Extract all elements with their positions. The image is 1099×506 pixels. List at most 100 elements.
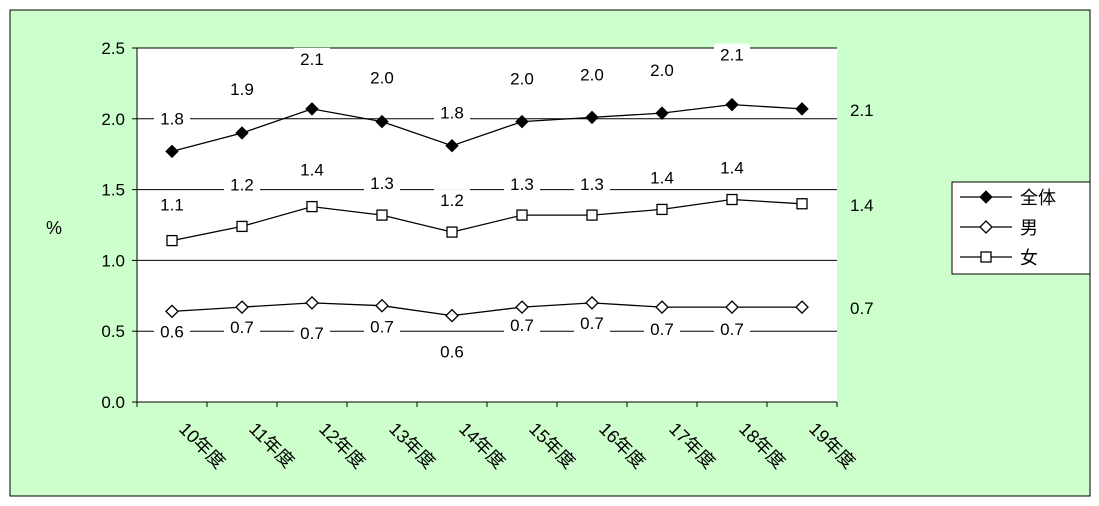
marker-open-diamond [585, 295, 599, 310]
data-label-background [364, 66, 400, 89]
data-labels: 1.8 1.9 2.1 2.0 1.8 2.0 2.0 2.0 2.1 2.1 0.6 0.7 0.7 0… [154, 43, 884, 363]
marker-filled-diamond [235, 126, 249, 140]
data-label: 1.2 [230, 175, 254, 194]
data-label: 1.3 [510, 175, 534, 194]
data-label-background [224, 173, 260, 196]
data-label-background [504, 173, 540, 196]
marker-open-square [236, 220, 248, 233]
marker-filled-diamond [655, 106, 669, 120]
marker-open-square [376, 209, 388, 221]
marker-filled-diamond [305, 102, 319, 116]
marker-open-square [656, 203, 668, 216]
data-label: 2.0 [370, 69, 394, 88]
data-label: 0.6 [440, 343, 464, 362]
data-label: 1.4 [300, 161, 324, 180]
data-label-background [224, 77, 260, 100]
legend-label: 全体 [1020, 188, 1056, 208]
marker-open-diamond [235, 300, 249, 315]
data-label: 0.6 [160, 322, 184, 341]
data-label: 2.0 [580, 65, 604, 84]
marker-open-diamond [305, 295, 319, 310]
data-label-background [574, 173, 610, 196]
data-label-background [224, 316, 260, 339]
marker-open-square [726, 193, 738, 206]
data-label: 1.4 [850, 196, 874, 215]
data-label-background [574, 63, 610, 86]
data-label-background [504, 314, 540, 337]
data-label-background [848, 96, 884, 121]
marker-open-square [796, 198, 808, 210]
data-label-background [294, 158, 330, 181]
data-label-background [364, 315, 400, 338]
marker-open-diamond [795, 300, 809, 315]
data-label-background [644, 59, 680, 82]
data-label: 1.2 [440, 191, 464, 210]
data-label-background [644, 318, 680, 341]
series-line [171, 198, 803, 242]
data-label-background [848, 295, 884, 320]
marker-filled-diamond [979, 190, 993, 204]
data-label-background [714, 156, 750, 179]
data-label: 0.7 [370, 318, 394, 337]
y-tick-label: 0.0 [101, 393, 125, 412]
data-label-background [848, 191, 884, 216]
marker-filled-diamond [585, 110, 599, 125]
marker-open-square [306, 200, 318, 213]
data-label-background [714, 43, 750, 66]
data-label: 1.1 [160, 196, 184, 215]
series-女 [166, 193, 808, 247]
marker-open-diamond [655, 300, 669, 315]
data-label: 0.7 [230, 318, 254, 337]
marker-open-square [980, 251, 992, 263]
marker-filled-diamond [445, 138, 459, 153]
y-axis-label: % [46, 218, 62, 238]
series-男 [165, 295, 809, 323]
data-label-background [714, 318, 750, 341]
plot-area [137, 48, 837, 402]
y-tick-label: 0.5 [101, 322, 125, 341]
y-tick-label: 1.5 [101, 181, 125, 200]
marker-filled-diamond [795, 102, 809, 116]
data-label: 1.8 [160, 109, 184, 128]
data-label: 1.3 [370, 174, 394, 193]
data-label-background [434, 189, 470, 212]
marker-filled-diamond [725, 97, 739, 112]
data-label-background [434, 340, 470, 363]
marker-filled-diamond [165, 144, 179, 159]
series-全体 [165, 97, 809, 159]
marker-open-square [166, 234, 178, 247]
data-label: 0.7 [510, 316, 534, 335]
marker-open-diamond [375, 298, 389, 313]
series-line [171, 302, 802, 317]
data-label: 0.7 [720, 320, 744, 339]
data-label: 0.7 [300, 324, 324, 343]
data-label: 2.0 [510, 70, 534, 89]
data-label: 0.7 [580, 314, 604, 333]
legend-label: 男 [1020, 218, 1038, 238]
data-label: 1.8 [440, 104, 464, 123]
data-label: 1.4 [650, 168, 674, 187]
data-label-background [504, 67, 540, 90]
data-label-background [434, 101, 470, 124]
marker-open-diamond [725, 300, 739, 315]
data-label: 2.0 [650, 61, 674, 80]
marker-open-square [516, 209, 528, 221]
data-label-background [644, 166, 680, 189]
data-label: 1.9 [230, 80, 254, 99]
series [165, 97, 809, 323]
data-label-background [154, 193, 190, 216]
y-tick-label: 1.0 [101, 251, 125, 270]
data-label: 2.1 [300, 50, 324, 69]
data-label: 0.7 [650, 320, 674, 339]
data-label: 2.1 [720, 46, 744, 65]
y-tick-label: 2.0 [101, 110, 125, 129]
marker-open-diamond [165, 304, 179, 319]
marker-filled-diamond [515, 114, 529, 129]
marker-open-diamond [445, 308, 459, 323]
data-label-background [294, 47, 330, 70]
data-label-background [574, 311, 610, 334]
data-label-background [294, 321, 330, 344]
